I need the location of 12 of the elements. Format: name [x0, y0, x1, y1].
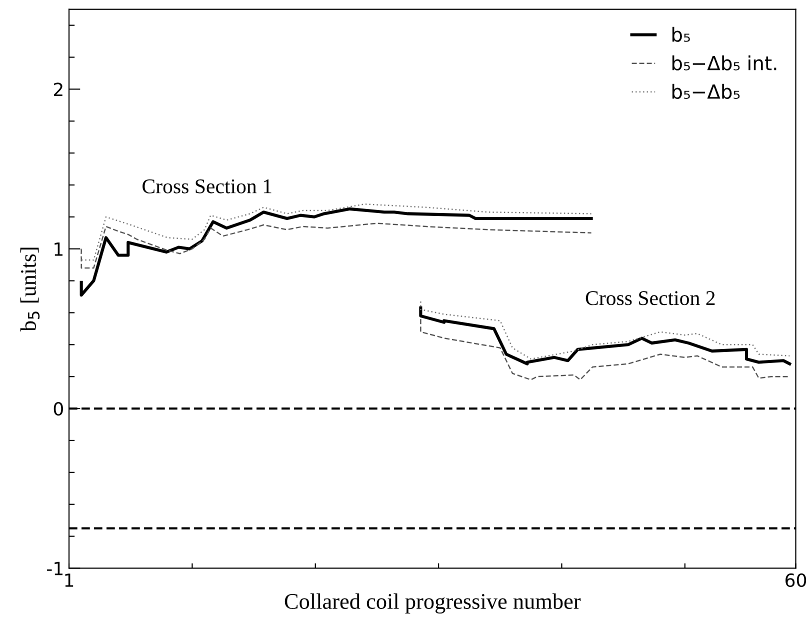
legend-label: b₅−Δb₅ — [672, 84, 740, 99]
y-tick-label: -1 — [47, 562, 62, 576]
legend-label: b₅ — [672, 26, 690, 42]
y-tick-label: 2 — [54, 82, 62, 96]
legend-label: b₅−Δb₅ int. — [672, 55, 776, 70]
y-axis-title: b$_{5}$ [units] — [20, 248, 40, 332]
annotation: Cross Section 2 — [586, 291, 715, 306]
annotation: Cross Section 1 — [142, 179, 272, 194]
x-axis-title: Collared coil progressive number — [284, 593, 581, 614]
y-tick-label: 1 — [54, 242, 62, 256]
x-tick-label: 60 — [786, 573, 806, 588]
y-tick-label: 0 — [54, 402, 63, 416]
